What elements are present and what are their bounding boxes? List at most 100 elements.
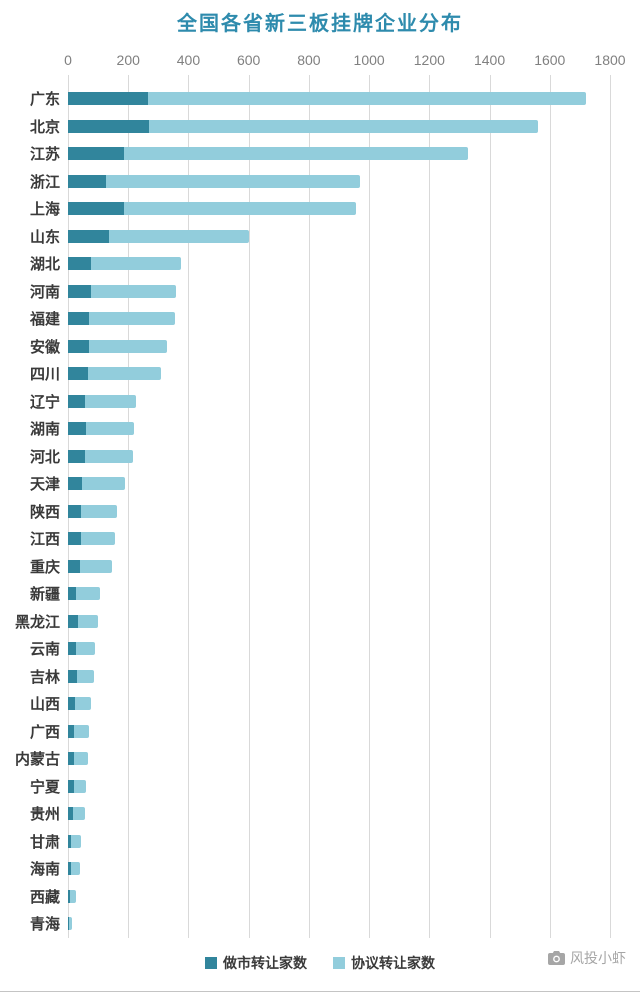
bar-segment-agreement (74, 724, 90, 738)
bar-segment-market (68, 779, 75, 793)
bar-segment-agreement (123, 202, 356, 216)
bar-track (68, 422, 610, 436)
bar-segment-market (68, 202, 124, 216)
category-label: 安徽 (29, 338, 60, 356)
category-label: 甘肃 (29, 833, 60, 851)
chart-row: 广西 (0, 718, 640, 746)
x-tick-label: 1200 (413, 52, 445, 68)
category-label: 湖南 (29, 421, 60, 439)
category-label: 浙江 (29, 173, 60, 191)
bar-segment-agreement (71, 862, 81, 876)
bar-track (68, 147, 610, 161)
bar-segment-market (68, 614, 78, 628)
chart-row: 山西 (0, 690, 640, 718)
chart-row: 宁夏 (0, 773, 640, 801)
bar-segment-market (68, 394, 85, 408)
chart-row: 甘肃 (0, 828, 640, 856)
chart-row: 浙江 (0, 168, 640, 196)
bar-segment-agreement (90, 257, 181, 271)
bar-segment-market (68, 697, 75, 711)
chart-row: 广东 (0, 85, 640, 113)
x-gridline (128, 75, 130, 938)
bar-segment-market (68, 92, 148, 106)
bar-segment-agreement (76, 587, 100, 601)
bar-segment-agreement (71, 834, 81, 848)
legend-item-market: 做市转让家数 (205, 953, 307, 973)
chart-row: 湖北 (0, 250, 640, 278)
bar-track (68, 752, 610, 766)
bar-track (68, 229, 610, 243)
chart-row: 江苏 (0, 140, 640, 168)
category-label: 江苏 (29, 146, 60, 164)
bar-track (68, 559, 610, 573)
bar-segment-agreement (84, 394, 136, 408)
chart-row: 西藏 (0, 883, 640, 911)
bar-track (68, 779, 610, 793)
category-label: 江西 (29, 531, 60, 549)
bar-segment-market (68, 119, 150, 133)
bar-segment-market (68, 669, 78, 683)
category-label: 湖北 (29, 256, 60, 274)
x-gridline (429, 75, 431, 938)
bar-segment-market (68, 449, 85, 463)
x-axis-ticks: 0 200 400 600 800 1000 1200 1400 1600 1800 (64, 52, 625, 68)
chart-row: 河北 (0, 443, 640, 471)
bar-track (68, 862, 610, 876)
bar-track (68, 889, 610, 903)
bar-segment-market (68, 559, 81, 573)
legend-swatch-market-icon (205, 956, 217, 969)
bar-segment-market (68, 257, 91, 271)
bar-track (68, 834, 610, 848)
bar-track (68, 669, 610, 683)
category-label: 云南 (29, 641, 60, 659)
bar-segment-market (68, 834, 71, 848)
bar-segment-market (68, 367, 88, 381)
bar-segment-agreement (84, 449, 133, 463)
category-label: 贵州 (29, 806, 60, 824)
chart-row: 新疆 (0, 580, 640, 608)
category-label: 北京 (29, 118, 60, 136)
chart-row: 重庆 (0, 553, 640, 581)
watermark-text: 风投小虾 (570, 950, 626, 966)
chart-row: 四川 (0, 360, 640, 388)
category-label: 上海 (29, 201, 60, 219)
chart-row: 天津 (0, 470, 640, 498)
bar-segment-market (68, 147, 124, 161)
bar-track (68, 614, 610, 628)
category-label: 广西 (29, 723, 60, 741)
bar-segment-market (68, 862, 71, 876)
bar-segment-agreement (76, 642, 96, 656)
chart-row: 吉林 (0, 663, 640, 691)
chart-title: 全国各省新三板挂牌企业分布 (177, 13, 463, 35)
bar-segment-market (68, 477, 82, 491)
category-label: 福建 (29, 311, 60, 329)
category-label: 四川 (29, 366, 60, 384)
x-tick-label: 1400 (473, 52, 506, 68)
x-tick-label: 1800 (594, 52, 626, 68)
bar-segment-agreement (90, 284, 177, 298)
bar-track (68, 202, 610, 216)
bar-segment-agreement (123, 147, 469, 161)
bar-segment-agreement (77, 614, 99, 628)
category-label: 河南 (29, 283, 60, 301)
category-label: 宁夏 (29, 778, 60, 796)
chart-row: 内蒙古 (0, 745, 640, 773)
bar-segment-market (68, 504, 81, 518)
x-gridline (369, 75, 371, 938)
legend-item-agreement: 协议转让家数 (333, 953, 435, 973)
legend-label-agreement: 协议转让家数 (351, 954, 435, 971)
bar-segment-market (68, 229, 109, 243)
category-label: 西藏 (29, 888, 60, 906)
bar-segment-agreement (147, 92, 586, 106)
bar-track (68, 312, 610, 326)
bar-segment-agreement (73, 807, 85, 821)
bar-segment-market (68, 724, 75, 738)
category-label: 内蒙古 (14, 751, 60, 769)
chart-row: 陕西 (0, 498, 640, 526)
bar-track (68, 257, 610, 271)
chart-row: 安徽 (0, 333, 640, 361)
camera-icon (548, 951, 565, 965)
bar-segment-market (68, 339, 90, 353)
category-label: 吉林 (29, 668, 60, 686)
bar-track (68, 394, 610, 408)
